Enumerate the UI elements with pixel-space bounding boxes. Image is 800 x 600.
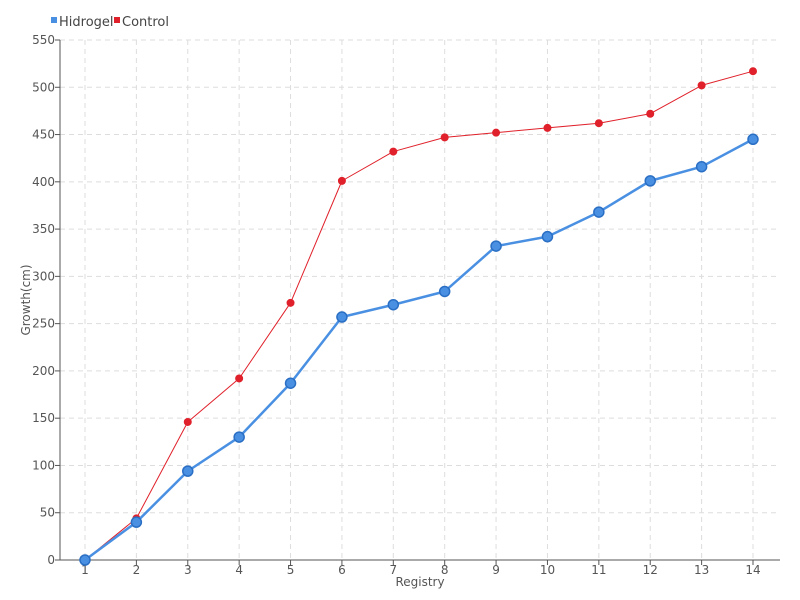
y-tick-label: 100 (32, 458, 55, 472)
series-line-hidrogel (84, 138, 754, 562)
data-point (594, 119, 603, 128)
y-tick-label: 150 (32, 411, 55, 425)
data-point (336, 311, 348, 323)
x-tick-label: 7 (389, 563, 397, 577)
data-point (235, 374, 244, 383)
x-tick-label: 11 (591, 563, 606, 577)
y-axis-title: Growth(cm) (19, 264, 33, 335)
data-point (697, 81, 706, 90)
data-point (440, 133, 449, 142)
x-tick-label: 8 (441, 563, 449, 577)
y-tick-label: 500 (32, 80, 55, 94)
legend: Hidrogel Control (51, 15, 169, 30)
x-tick-label: 13 (694, 563, 709, 577)
data-point (593, 206, 605, 218)
series-line-control (84, 70, 754, 561)
x-tick-label: 6 (338, 563, 346, 577)
y-tick-label: 250 (32, 317, 55, 331)
data-point (490, 240, 502, 252)
data-point (644, 175, 656, 187)
data-point (747, 133, 759, 146)
x-axis-ticks: 1 2 3 4 5 6 7 8 9 10 11 12 13 14 (81, 560, 761, 577)
series-control (81, 67, 757, 564)
data-point (284, 377, 297, 389)
data-point (183, 417, 192, 426)
data-point (492, 128, 501, 137)
data-point (337, 176, 346, 185)
data-point (695, 160, 708, 173)
x-tick-label: 12 (643, 563, 658, 577)
data-point (438, 285, 451, 298)
legend-label-hidrogel: Hidrogel (59, 15, 114, 30)
x-tick-label: 4 (235, 563, 243, 577)
x-axis-title: Registry (395, 575, 444, 589)
grid (60, 39, 780, 560)
y-tick-label: 350 (32, 222, 55, 236)
y-tick-label: 400 (32, 175, 55, 189)
data-point (749, 67, 757, 76)
data-point (182, 465, 194, 477)
data-point (233, 431, 245, 443)
y-tick-label: 550 (32, 33, 55, 47)
y-axis-ticks: 0 50 100 150 200 250 300 350 400 450 500 550 (32, 33, 60, 567)
y-tick-label: 0 (47, 553, 55, 567)
axes (59, 40, 780, 561)
x-tick-label: 14 (745, 563, 760, 577)
data-point (389, 147, 398, 156)
x-tick-label: 3 (184, 563, 192, 577)
legend-label-control: Control (122, 15, 169, 30)
data-point (130, 516, 143, 528)
y-tick-label: 50 (40, 506, 55, 520)
legend-swatch-control (114, 17, 120, 23)
x-tick-label: 10 (540, 563, 555, 577)
data-point (286, 298, 295, 307)
series (79, 67, 759, 566)
data-point (79, 554, 91, 566)
data-point (387, 298, 400, 311)
legend-swatch-hidrogel (51, 17, 57, 23)
x-tick-label: 5 (287, 563, 295, 577)
x-tick-label: 2 (133, 563, 141, 577)
x-tick-label: 9 (492, 563, 500, 577)
series-hidrogel (79, 133, 759, 566)
data-point (543, 123, 552, 132)
y-tick-label: 200 (32, 364, 55, 378)
data-point (541, 230, 554, 243)
x-tick-label: 1 (81, 563, 89, 577)
y-tick-label: 450 (32, 128, 55, 142)
data-point (646, 109, 655, 118)
y-tick-label: 300 (32, 269, 55, 283)
